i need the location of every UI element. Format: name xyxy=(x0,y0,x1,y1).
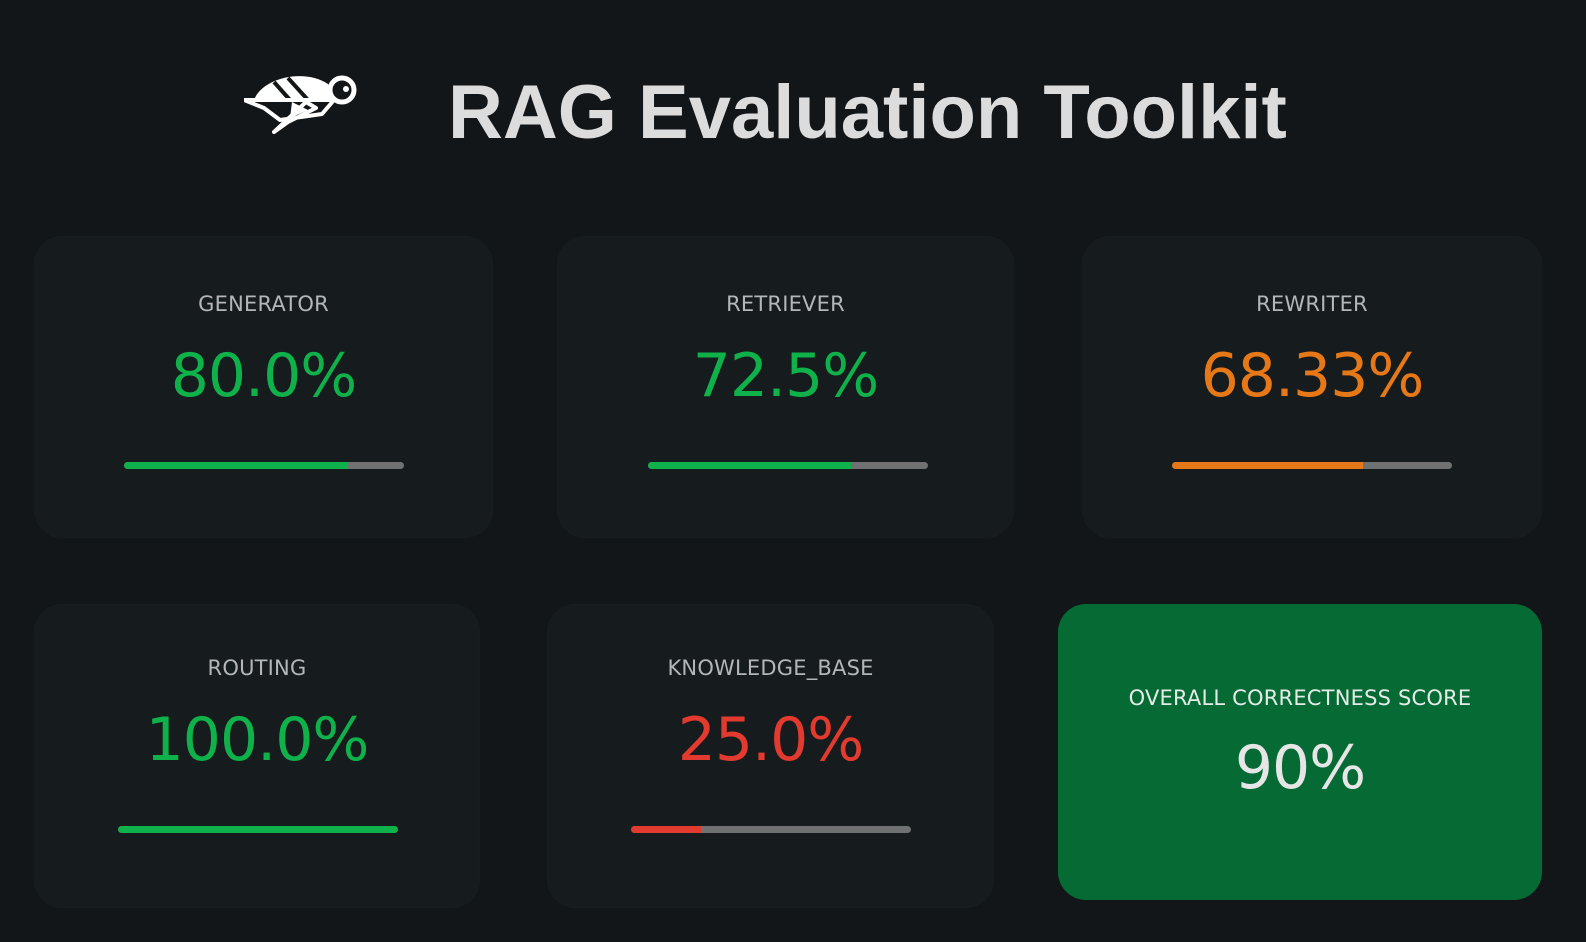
metric-card-knowledge-base: KNOWLEDGE_BASE 25.0% xyxy=(547,604,994,908)
metric-card-rewriter: REWRITER 68.33% xyxy=(1082,236,1542,538)
progress-fill xyxy=(631,826,701,833)
progress-fill xyxy=(124,462,348,469)
metric-value: 25.0% xyxy=(677,705,865,775)
progress-bar xyxy=(648,462,928,469)
overall-score-card: OVERALL CORRECTNESS SCORE 90% xyxy=(1058,604,1542,900)
metric-label: ROUTING xyxy=(207,656,307,680)
header: RAG Evaluation Toolkit xyxy=(0,60,1586,170)
metric-value: 100.0% xyxy=(145,705,370,775)
progress-bar xyxy=(118,826,398,833)
progress-fill xyxy=(1172,462,1364,469)
progress-fill xyxy=(118,826,398,833)
metric-value: 72.5% xyxy=(692,341,880,411)
metric-card-routing: ROUTING 100.0% xyxy=(34,604,480,908)
metric-value: 68.33% xyxy=(1200,341,1425,411)
progress-fill xyxy=(648,462,851,469)
metric-card-retriever: RETRIEVER 72.5% xyxy=(557,236,1014,538)
metric-card-generator: GENERATOR 80.0% xyxy=(34,236,493,538)
turtle-icon xyxy=(244,75,357,134)
overall-score-value: 90% xyxy=(1234,733,1366,803)
page-title: RAG Evaluation Toolkit xyxy=(448,70,1287,155)
metric-value: 80.0% xyxy=(170,341,358,411)
overall-score-label: OVERALL CORRECTNESS SCORE xyxy=(1128,686,1472,710)
progress-bar xyxy=(631,826,911,833)
metric-label: RETRIEVER xyxy=(726,292,845,316)
metric-label: REWRITER xyxy=(1256,292,1368,316)
progress-bar xyxy=(124,462,404,469)
metric-label: KNOWLEDGE_BASE xyxy=(667,656,874,680)
metric-label: GENERATOR xyxy=(198,292,329,316)
progress-bar xyxy=(1172,462,1452,469)
